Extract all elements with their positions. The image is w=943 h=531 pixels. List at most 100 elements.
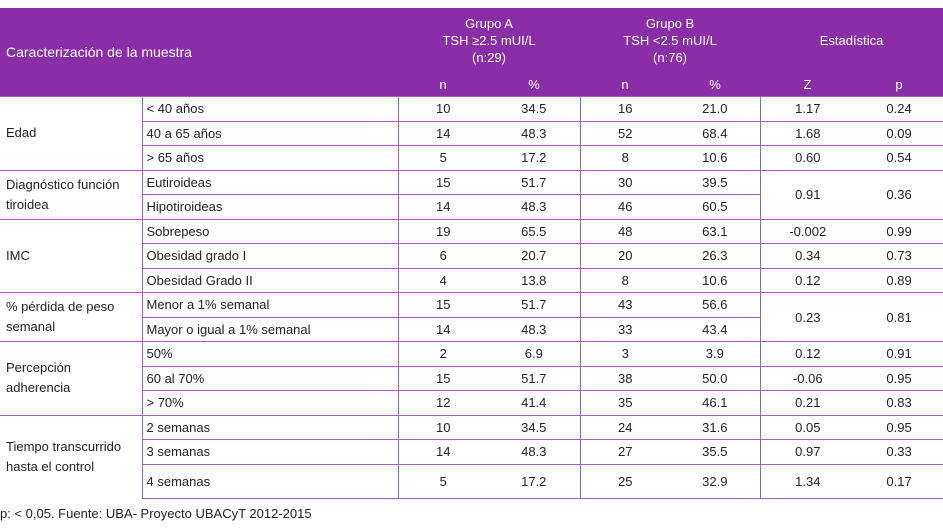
table-row: Tiempo transcurrido hasta el control 2 se… bbox=[0, 414, 943, 498]
group-b-pct: 32.9 bbox=[670, 463, 761, 499]
group-b-pct: 46.1 bbox=[670, 390, 761, 415]
category-cell: Mayor o igual a 1% semanal bbox=[141, 316, 399, 342]
table-row: % pérdida de peso semanal Menor a 1% sema… bbox=[0, 292, 943, 342]
z-value: 1.68 bbox=[759, 120, 856, 146]
p-value: 0.09 bbox=[855, 120, 943, 146]
table-row: Edad < 40 años 10 34.5 16 21.0 1.17 0.24 bbox=[0, 96, 943, 170]
group-b-pct: 68.4 bbox=[670, 120, 761, 146]
header-a-n: n bbox=[398, 72, 489, 97]
p-value: 0.73 bbox=[855, 243, 943, 268]
group-a-n: 14 bbox=[397, 439, 489, 464]
group-b-n: 16 bbox=[579, 96, 671, 121]
group-a-n: 14 bbox=[397, 316, 489, 342]
group-a-pct: 48.3 bbox=[488, 316, 581, 342]
p-value: 0.89 bbox=[855, 267, 943, 293]
group-b-n: 8 bbox=[579, 145, 671, 170]
p-value: 0.83 bbox=[855, 390, 943, 415]
group-b-n: 38 bbox=[579, 365, 671, 391]
category-cell: > 65 años bbox=[141, 145, 399, 170]
group-b-n: 43 bbox=[579, 292, 671, 317]
group-b-pct: 43.4 bbox=[670, 316, 761, 342]
group-a-pct: 17.2 bbox=[488, 145, 581, 170]
group-b-pct: 3.9 bbox=[670, 341, 761, 366]
group-label: Percepción adherencia bbox=[0, 341, 142, 415]
category-cell: 3 semanas bbox=[141, 439, 399, 464]
category-cell: 60 al 70% bbox=[141, 365, 399, 391]
p-value: 0.36 bbox=[855, 169, 943, 219]
group-b-pct: 10.6 bbox=[670, 145, 761, 170]
group-b-n: 33 bbox=[579, 316, 671, 342]
footnote: p: < 0,05. Fuente: UBA- Proyecto UBACyT … bbox=[0, 506, 312, 521]
z-value: 0.05 bbox=[759, 414, 856, 440]
z-value: 0.12 bbox=[759, 267, 856, 293]
category-cell: Menor a 1% semanal bbox=[141, 292, 399, 317]
table-row: Obesidad Grado II 4 13.8 8 10.6 0.12 0.89 bbox=[0, 267, 943, 293]
group-a-n: 19 bbox=[397, 218, 489, 244]
table-row: Mayor o igual a 1% semanal 14 48.3 33 43.4 bbox=[0, 316, 943, 342]
z-value: 0.12 bbox=[759, 341, 856, 366]
p-value: 0.54 bbox=[855, 145, 943, 170]
category-cell: Eutiroideas bbox=[141, 169, 399, 195]
group-a-n: 14 bbox=[397, 120, 489, 146]
group-a-pct: 34.5 bbox=[488, 96, 581, 121]
group-a-pct: 41.4 bbox=[488, 390, 581, 415]
group-a-n: 12 bbox=[397, 390, 489, 415]
group-a-pct: 20.7 bbox=[488, 243, 581, 268]
group-a-n: 5 bbox=[397, 145, 489, 170]
category-cell: 2 semanas bbox=[141, 414, 399, 440]
category-cell: Hipotiroideas bbox=[141, 194, 399, 219]
header-b-n: n bbox=[580, 72, 671, 97]
group-a-n: 10 bbox=[397, 96, 489, 121]
group-a-n: 10 bbox=[397, 414, 489, 440]
group-b-pct: 60.5 bbox=[670, 194, 761, 219]
group-b-pct: 50.0 bbox=[670, 365, 761, 391]
group-a-n: 5 bbox=[397, 463, 489, 499]
group-label: IMC bbox=[0, 218, 142, 293]
category-cell: > 70% bbox=[141, 390, 399, 415]
category-cell: Obesidad grado I bbox=[141, 243, 399, 268]
group-a-n: 15 bbox=[397, 169, 489, 195]
group-b-n: 3 bbox=[579, 341, 671, 366]
z-value: 1.17 bbox=[759, 96, 856, 121]
group-b-pct: 26.3 bbox=[670, 243, 761, 268]
group-a-n: 2 bbox=[397, 341, 489, 366]
header-group-a: Grupo A TSH ≥2.5 mUI/L (n:29) bbox=[398, 8, 581, 72]
group-b-n: 8 bbox=[579, 267, 671, 293]
group-a-pct: 48.3 bbox=[488, 439, 581, 464]
p-value: 0.24 bbox=[855, 96, 943, 121]
group-a-n: 6 bbox=[397, 243, 489, 268]
group-b-n: 46 bbox=[579, 194, 671, 219]
header-characterization: Caracterización de la muestra bbox=[0, 8, 399, 97]
group-a-n: 4 bbox=[397, 267, 489, 293]
group-a-pct: 51.7 bbox=[488, 365, 581, 391]
z-value: 0.23 bbox=[759, 292, 856, 342]
group-a-pct: 51.7 bbox=[488, 292, 581, 317]
group-b-n: 35 bbox=[579, 390, 671, 415]
p-value: 0.91 bbox=[855, 341, 943, 366]
group-label: Tiempo transcurrido hasta el control bbox=[0, 414, 142, 498]
z-value: -0.06 bbox=[759, 365, 856, 391]
group-a-pct: 6.9 bbox=[488, 341, 581, 366]
header-p: p bbox=[855, 72, 943, 97]
group-a-pct: 34.5 bbox=[488, 414, 581, 440]
group-b-pct: 63.1 bbox=[670, 218, 761, 244]
group-b-pct: 39.5 bbox=[670, 169, 761, 195]
group-b-pct: 35.5 bbox=[670, 439, 761, 464]
table-row: Hipotiroideas 14 48.3 46 60.5 bbox=[0, 194, 943, 219]
group-b-pct: 31.6 bbox=[670, 414, 761, 440]
group-b-pct: 56.6 bbox=[670, 292, 761, 317]
category-cell: Obesidad Grado II bbox=[141, 267, 399, 293]
p-value: 0.95 bbox=[855, 414, 943, 440]
group-a-pct: 13.8 bbox=[488, 267, 581, 293]
table-row: 40 a 65 años 14 48.3 52 68.4 1.68 0.09 bbox=[0, 120, 943, 146]
group-b-n: 25 bbox=[579, 463, 671, 499]
group-label: Diagnóstico función tiroidea bbox=[0, 169, 142, 219]
group-a-n: 15 bbox=[397, 365, 489, 391]
group-label: % pérdida de peso semanal bbox=[0, 292, 142, 342]
header-group-b: Grupo B TSH <2.5 mUI/L (n:76) bbox=[580, 8, 761, 72]
header-z: Z bbox=[760, 72, 856, 97]
header-statistics: Estadística bbox=[760, 8, 943, 72]
table-row: 3 semanas 14 48.3 27 35.5 0.97 0.33 bbox=[0, 439, 943, 464]
p-value: 0.99 bbox=[855, 218, 943, 244]
z-value: 1.34 bbox=[759, 463, 856, 499]
